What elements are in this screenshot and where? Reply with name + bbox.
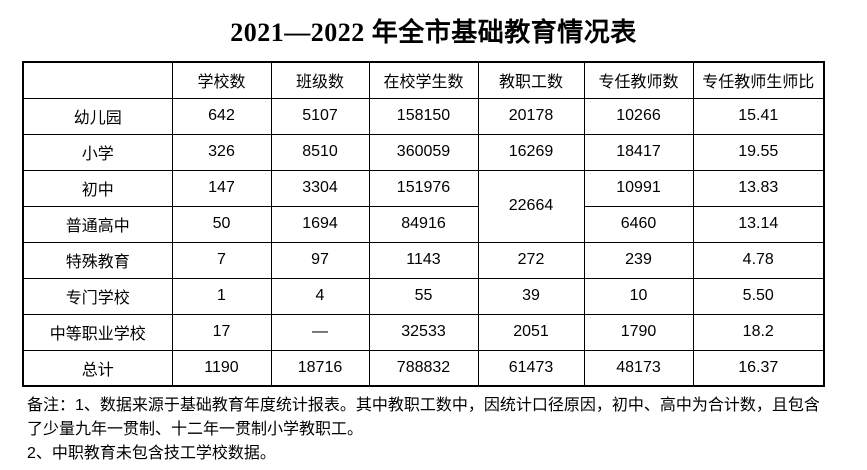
data-cell: 151976 bbox=[368, 169, 479, 207]
data-cell: 7 bbox=[171, 241, 272, 279]
data-cell: 18.2 bbox=[692, 313, 825, 351]
table-body: 幼儿园 642 5107 158150 20178 10266 15.41 小学 326 8510… bbox=[22, 97, 825, 387]
header-row: 学校数 班级数 在校学生数 教职工数 专任教师数 专任教师生师比 bbox=[22, 61, 825, 99]
column-header: 专任教师数 bbox=[583, 61, 694, 99]
row-label: 中等职业学校 bbox=[22, 313, 173, 351]
data-cell: 1694 bbox=[270, 205, 370, 243]
data-cell: 16.37 bbox=[692, 349, 825, 387]
data-cell: — bbox=[270, 313, 370, 351]
footnote-line: 备注：1、数据来源于基础教育年度统计报表。其中教职工数中，因统计口径原因，初中、… bbox=[27, 397, 820, 414]
data-cell: 84916 bbox=[368, 205, 479, 243]
corner-header-cell bbox=[22, 61, 173, 99]
data-cell: 239 bbox=[583, 241, 694, 279]
data-cell: 17 bbox=[171, 313, 272, 351]
data-cell: 50 bbox=[171, 205, 272, 243]
column-header: 在校学生数 bbox=[368, 61, 479, 99]
table-row: 小学 326 8510 360059 16269 18417 19.55 bbox=[22, 133, 825, 171]
footnote-line: 2、中职教育未包含技工学校数据。 bbox=[27, 445, 276, 462]
data-cell: 158150 bbox=[368, 97, 479, 135]
row-label: 小学 bbox=[22, 133, 173, 171]
data-cell: 326 bbox=[171, 133, 272, 171]
row-label: 普通高中 bbox=[22, 205, 173, 243]
data-cell: 19.55 bbox=[692, 133, 825, 171]
data-cell: 5107 bbox=[270, 97, 370, 135]
data-cell: 1 bbox=[171, 277, 272, 315]
data-cell: 97 bbox=[270, 241, 370, 279]
table-row: 特殊教育 7 97 1143 272 239 4.78 bbox=[22, 241, 825, 279]
data-cell: 360059 bbox=[368, 133, 479, 171]
data-cell: 39 bbox=[477, 277, 585, 315]
data-cell: 1143 bbox=[368, 241, 479, 279]
table-header-row: 学校数 班级数 在校学生数 教职工数 专任教师数 专任教师生师比 bbox=[22, 61, 825, 99]
data-cell: 8510 bbox=[270, 133, 370, 171]
row-label: 幼儿园 bbox=[22, 97, 173, 135]
table-row: 初中 147 3304 151976 22664 10991 13.83 bbox=[22, 169, 825, 243]
data-cell: 13.83 bbox=[692, 169, 825, 207]
data-cell: 48173 bbox=[583, 349, 694, 387]
table-row: 专门学校 1 4 55 39 10 5.50 bbox=[22, 277, 825, 315]
data-cell: 10 bbox=[583, 277, 694, 315]
data-cell: 3304 bbox=[270, 169, 370, 207]
data-cell: 16269 bbox=[477, 133, 585, 171]
data-cell: 272 bbox=[477, 241, 585, 279]
data-cell: 788832 bbox=[368, 349, 479, 387]
data-cell: 2051 bbox=[477, 313, 585, 351]
data-cell: 22664 bbox=[477, 169, 585, 243]
data-cell: 4.78 bbox=[692, 241, 825, 279]
data-cell: 10266 bbox=[583, 97, 694, 135]
data-cell: 55 bbox=[368, 277, 479, 315]
data-cell: 5.50 bbox=[692, 277, 825, 315]
footnote-line: 了少量九年一贯制、十二年一贯制小学教职工。 bbox=[27, 421, 364, 438]
column-header: 专任教师生师比 bbox=[692, 61, 825, 99]
data-cell: 18417 bbox=[583, 133, 694, 171]
row-label: 初中 bbox=[22, 169, 173, 207]
row-label: 专门学校 bbox=[22, 277, 173, 315]
data-cell: 61473 bbox=[477, 349, 585, 387]
page-title: 2021—2022 年全市基础教育情况表 bbox=[230, 18, 637, 47]
data-cell: 6460 bbox=[583, 205, 694, 243]
column-header: 教职工数 bbox=[477, 61, 585, 99]
data-cell: 1190 bbox=[171, 349, 272, 387]
table-row: 总计 1190 18716 788832 61473 48173 16.37 bbox=[22, 349, 825, 387]
data-cell: 10991 bbox=[583, 169, 694, 207]
data-cell: 1790 bbox=[583, 313, 694, 351]
column-header: 班级数 bbox=[270, 61, 370, 99]
data-cell: 18716 bbox=[270, 349, 370, 387]
data-cell: 20178 bbox=[477, 97, 585, 135]
row-label: 总计 bbox=[22, 349, 173, 387]
data-cell: 13.14 bbox=[692, 205, 825, 243]
table-row: 中等职业学校 17—32533 2051 1790 18.2 bbox=[22, 313, 825, 351]
row-label: 特殊教育 bbox=[22, 241, 173, 279]
data-cell: 15.41 bbox=[692, 97, 825, 135]
table-row: 普通高中 50 1694 84916 6460 13.14 bbox=[22, 205, 825, 243]
data-cell: 32533 bbox=[368, 313, 479, 351]
data-cell: 642 bbox=[171, 97, 272, 135]
column-header: 学校数 bbox=[171, 61, 272, 99]
footnotes: 备注：1、数据来源于基础教育年度统计报表。其中教职工数中，因统计口径原因，初中、… bbox=[27, 394, 867, 466]
table-row: 幼儿园 642 5107 158150 20178 10266 15.41 bbox=[22, 97, 825, 135]
document-page: 2021—2022 年全市基础教育情况表 学校数 班级数 在校学生数 教职工数 专任教师… bbox=[0, 17, 867, 470]
education-statistics-table: 学校数 班级数 在校学生数 教职工数 专任教师数 专任教师生师比 幼儿园 642 5107 15… bbox=[22, 61, 825, 387]
data-cell: 147 bbox=[171, 169, 272, 207]
data-cell: 4 bbox=[270, 277, 370, 315]
